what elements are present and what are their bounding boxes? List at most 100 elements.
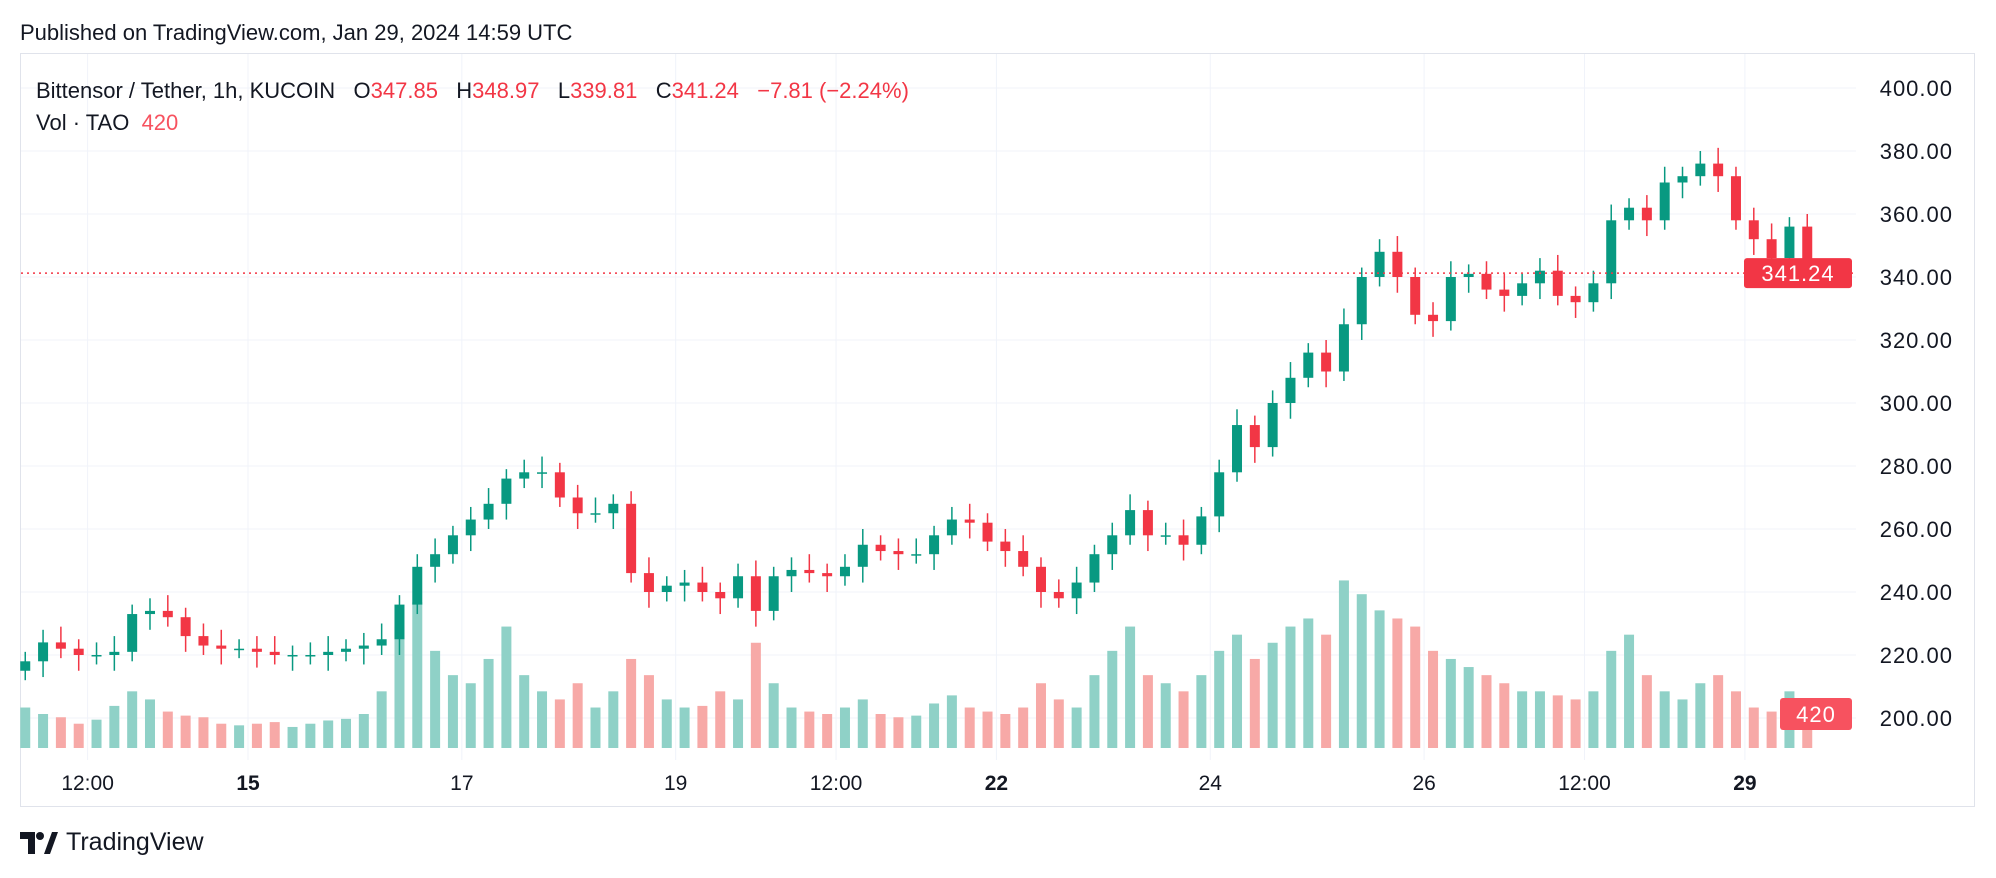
candle-body xyxy=(1374,251,1385,277)
candle-body xyxy=(643,573,654,592)
last-price-badge xyxy=(1744,258,1852,289)
candle-body xyxy=(768,576,779,611)
volume-bar xyxy=(857,699,868,748)
candle-body xyxy=(216,645,227,649)
volume-bar xyxy=(1267,642,1278,748)
volume-bar xyxy=(1321,634,1332,748)
volume-bar xyxy=(1018,707,1029,748)
chart-frame xyxy=(20,53,1975,807)
volume-bar xyxy=(287,726,298,748)
last-volume-label: 420 xyxy=(1796,702,1836,727)
candle-body xyxy=(1517,283,1528,296)
candle-body xyxy=(20,661,31,671)
candle-body xyxy=(1160,535,1171,537)
x-tick-label: 19 xyxy=(664,772,687,795)
volume-bar xyxy=(109,705,120,748)
volume-bar xyxy=(626,658,637,748)
change-value: −7.81 (−2.24%) xyxy=(757,78,909,103)
volume-bar xyxy=(1588,691,1599,748)
volume-bar xyxy=(1695,683,1706,748)
volume-bar xyxy=(1178,691,1189,748)
candle-body xyxy=(786,569,797,577)
candle-body xyxy=(1232,425,1243,473)
candle-body xyxy=(1606,220,1617,284)
volume-bar xyxy=(251,723,262,748)
volume-bar xyxy=(1481,675,1492,748)
candle-body xyxy=(839,566,850,577)
candle-body xyxy=(1142,510,1153,536)
volume-bar xyxy=(1499,683,1510,748)
volume-value: 420 xyxy=(141,110,179,135)
volume-bar xyxy=(1677,699,1688,748)
candle-body xyxy=(1196,516,1207,545)
volume-bar xyxy=(804,711,815,748)
volume-bar xyxy=(537,691,548,748)
volume-bar xyxy=(341,718,352,748)
x-tick-label: 15 xyxy=(236,772,260,795)
volume-bar xyxy=(483,658,494,748)
volume-bar xyxy=(1125,626,1136,748)
volume-bar xyxy=(216,723,227,748)
candle-body xyxy=(1659,182,1670,221)
y-tick-label: 220.00 xyxy=(1880,643,1953,668)
y-tick-label: 280.00 xyxy=(1880,454,1953,479)
volume-bar xyxy=(1748,707,1759,748)
candle-body xyxy=(1570,295,1581,303)
low-label: L xyxy=(557,78,571,103)
candle-body xyxy=(358,645,369,649)
volume-bar xyxy=(447,675,458,748)
volume-bar xyxy=(1534,691,1545,748)
close-label: C xyxy=(655,78,672,103)
candle-body xyxy=(1624,207,1635,221)
volume-bar xyxy=(358,714,369,748)
volume-bar xyxy=(127,691,138,748)
volume-bar xyxy=(55,717,66,748)
x-tick-label: 29 xyxy=(1733,772,1756,795)
tradingview-logo[interactable]: TradingView xyxy=(20,828,204,857)
candle-body xyxy=(1428,314,1439,322)
candle-body xyxy=(323,651,334,655)
candle-body xyxy=(180,617,191,637)
candle-body xyxy=(109,651,120,655)
candle-body xyxy=(982,522,993,542)
volume-bar xyxy=(1142,675,1153,748)
candle-body xyxy=(1035,566,1046,592)
candle-body xyxy=(1267,403,1278,448)
volume-bar xyxy=(1000,714,1011,748)
volume-bar xyxy=(1463,667,1474,748)
candle-body xyxy=(1338,324,1349,372)
candle-body xyxy=(804,569,815,574)
candle-body xyxy=(1481,273,1492,290)
candle-body xyxy=(1552,270,1563,296)
candle-body xyxy=(1321,352,1332,372)
volume-bar xyxy=(1552,695,1563,748)
candle-body xyxy=(697,582,708,592)
volume-bar xyxy=(1249,658,1260,748)
volume-bar xyxy=(91,719,102,748)
volume-bar xyxy=(38,714,49,748)
volume-bar xyxy=(786,707,797,748)
volume-bar xyxy=(946,695,957,748)
candle-body xyxy=(1534,270,1545,284)
candle-body xyxy=(38,642,49,662)
volume-bar xyxy=(733,699,744,748)
candle-body xyxy=(1641,207,1652,221)
volume-bar xyxy=(929,703,940,748)
volume-bar xyxy=(1730,691,1741,748)
volume-bar xyxy=(269,722,280,748)
volume-bar xyxy=(839,707,850,748)
candle-body xyxy=(911,554,922,556)
candle-body xyxy=(572,497,583,514)
candle-body xyxy=(679,582,690,586)
candle-body xyxy=(537,472,548,474)
legend-ohlc: Bittensor / Tether, 1h, KUCOIN O347.85 H… xyxy=(36,78,909,104)
candle-body xyxy=(1000,541,1011,552)
volume-bar xyxy=(144,699,155,748)
candle-body xyxy=(1303,352,1314,378)
candle-body xyxy=(305,655,316,657)
volume-bar xyxy=(1089,675,1100,748)
volume-bar xyxy=(1802,714,1813,748)
volume-bar xyxy=(198,717,209,748)
volume-bar xyxy=(768,683,779,748)
